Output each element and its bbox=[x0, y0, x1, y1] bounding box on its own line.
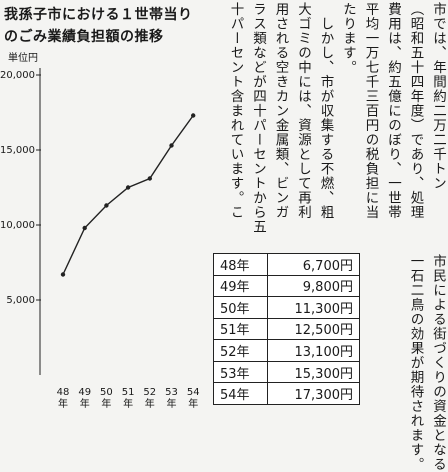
table-row: 52年 13,100円 bbox=[212, 339, 360, 362]
table-cell: 9,800円 bbox=[267, 274, 360, 298]
table-cell: 15,300円 bbox=[267, 360, 360, 384]
y-tick-label: 20,000 bbox=[0, 70, 35, 81]
text-column: ラス類などが四十パーセントから五 bbox=[250, 2, 266, 234]
text-column: （昭和五十四年度）であり、処理 bbox=[407, 2, 424, 220]
x-tick-label-part: 年 bbox=[188, 397, 198, 410]
x-tick-label-part: 53 bbox=[165, 387, 178, 398]
x-tick-label-part: 年 bbox=[123, 397, 133, 410]
point bbox=[104, 203, 109, 208]
point bbox=[191, 113, 196, 118]
x-tick-label-part: 54 bbox=[187, 387, 200, 398]
table-row: 53年 15,300円 bbox=[212, 360, 360, 384]
text-column: 十パーセント含まれています。こ bbox=[227, 2, 244, 220]
text-column: 市民による街づくりの資金となる bbox=[430, 254, 446, 472]
table-cell: 54年 bbox=[212, 382, 269, 405]
unit-label: 単位円 bbox=[8, 51, 38, 64]
table-row: 54年 17,300円 bbox=[212, 382, 360, 405]
x-tick-label-part: 年 bbox=[80, 397, 90, 410]
point bbox=[82, 225, 87, 231]
table-cell: 51年 bbox=[212, 317, 269, 341]
x-tick-label: 52 年 bbox=[143, 387, 156, 410]
table-cell: 12,500円 bbox=[267, 317, 360, 341]
table-cell: 11,300円 bbox=[267, 296, 360, 319]
x-tick-label: 49 年 bbox=[78, 387, 91, 410]
y-tick-label: 10,000 bbox=[0, 220, 35, 231]
x-tick-label-part: 49 bbox=[78, 387, 91, 398]
table: 48年 6,700円 49年 9,800円 50年 11,300円 51年 12,500円 52… bbox=[212, 253, 360, 405]
text-column: 平均一万七千三百円の税負担に当 bbox=[362, 2, 379, 220]
point bbox=[169, 143, 174, 148]
point bbox=[60, 272, 66, 277]
x-tick-label-part: 51 bbox=[122, 387, 135, 398]
y-tick-label: 5,000 bbox=[6, 295, 35, 306]
x-tick-label: 48 年 bbox=[57, 387, 70, 410]
table-cell: 52年 bbox=[212, 339, 269, 362]
table-cell: 13,100円 bbox=[267, 339, 360, 362]
x-tick-label-part: 年 bbox=[58, 397, 68, 410]
line bbox=[62, 115, 194, 275]
table-cell: 49年 bbox=[212, 274, 269, 298]
y-tick-label: 15,000 bbox=[0, 145, 35, 156]
text-column: 市では、年間約二万二千トン bbox=[430, 2, 446, 191]
x-tick-label-part: 48 bbox=[57, 387, 70, 398]
point bbox=[147, 176, 152, 181]
x-tick-label-part: 年 bbox=[167, 397, 177, 410]
table-cell: 17,300円 bbox=[267, 382, 360, 405]
x-tick-label: 54 年 bbox=[187, 387, 200, 410]
text-column: 用される空きカン金属類、ビンガ bbox=[272, 2, 289, 220]
table-row: 51年 12,500円 bbox=[212, 317, 360, 341]
x-tick-label-part: 50 bbox=[100, 387, 113, 398]
table-cell: 53年 bbox=[212, 360, 269, 384]
table-cell: 50年 bbox=[212, 296, 269, 319]
x-tick-label: 53 年 bbox=[165, 387, 178, 410]
table-cell: 6,700円 bbox=[267, 253, 360, 276]
x-tick-label-part: 年 bbox=[145, 397, 155, 410]
chart-title: 我孫子市における１世帯当りのごみ業績負担額の推移 bbox=[4, 7, 193, 45]
point bbox=[125, 185, 131, 190]
text-column: 大ゴミの中には、資源として再利 bbox=[295, 2, 311, 220]
text-column: 一石二鳥の効果が期待されます。 bbox=[407, 254, 424, 472]
text-column: たります。 bbox=[340, 2, 356, 75]
x-tick-label: 51 年 bbox=[122, 387, 135, 410]
table-row: 50年 11,300円 bbox=[212, 296, 360, 319]
x-tick-label-part: 52 bbox=[143, 387, 156, 398]
text-column: しかし、市が収集する不燃、粗 bbox=[317, 2, 334, 220]
table-row: 49年 9,800円 bbox=[212, 274, 360, 298]
table-row: 48年 6,700円 bbox=[212, 253, 360, 276]
table-cell: 48年 bbox=[212, 253, 269, 276]
text-column: 費用は、約五億にのぼり、一世帯 bbox=[385, 2, 401, 220]
x-tick-label: 50 年 bbox=[100, 387, 113, 410]
x-tick-label-part: 年 bbox=[101, 397, 111, 410]
